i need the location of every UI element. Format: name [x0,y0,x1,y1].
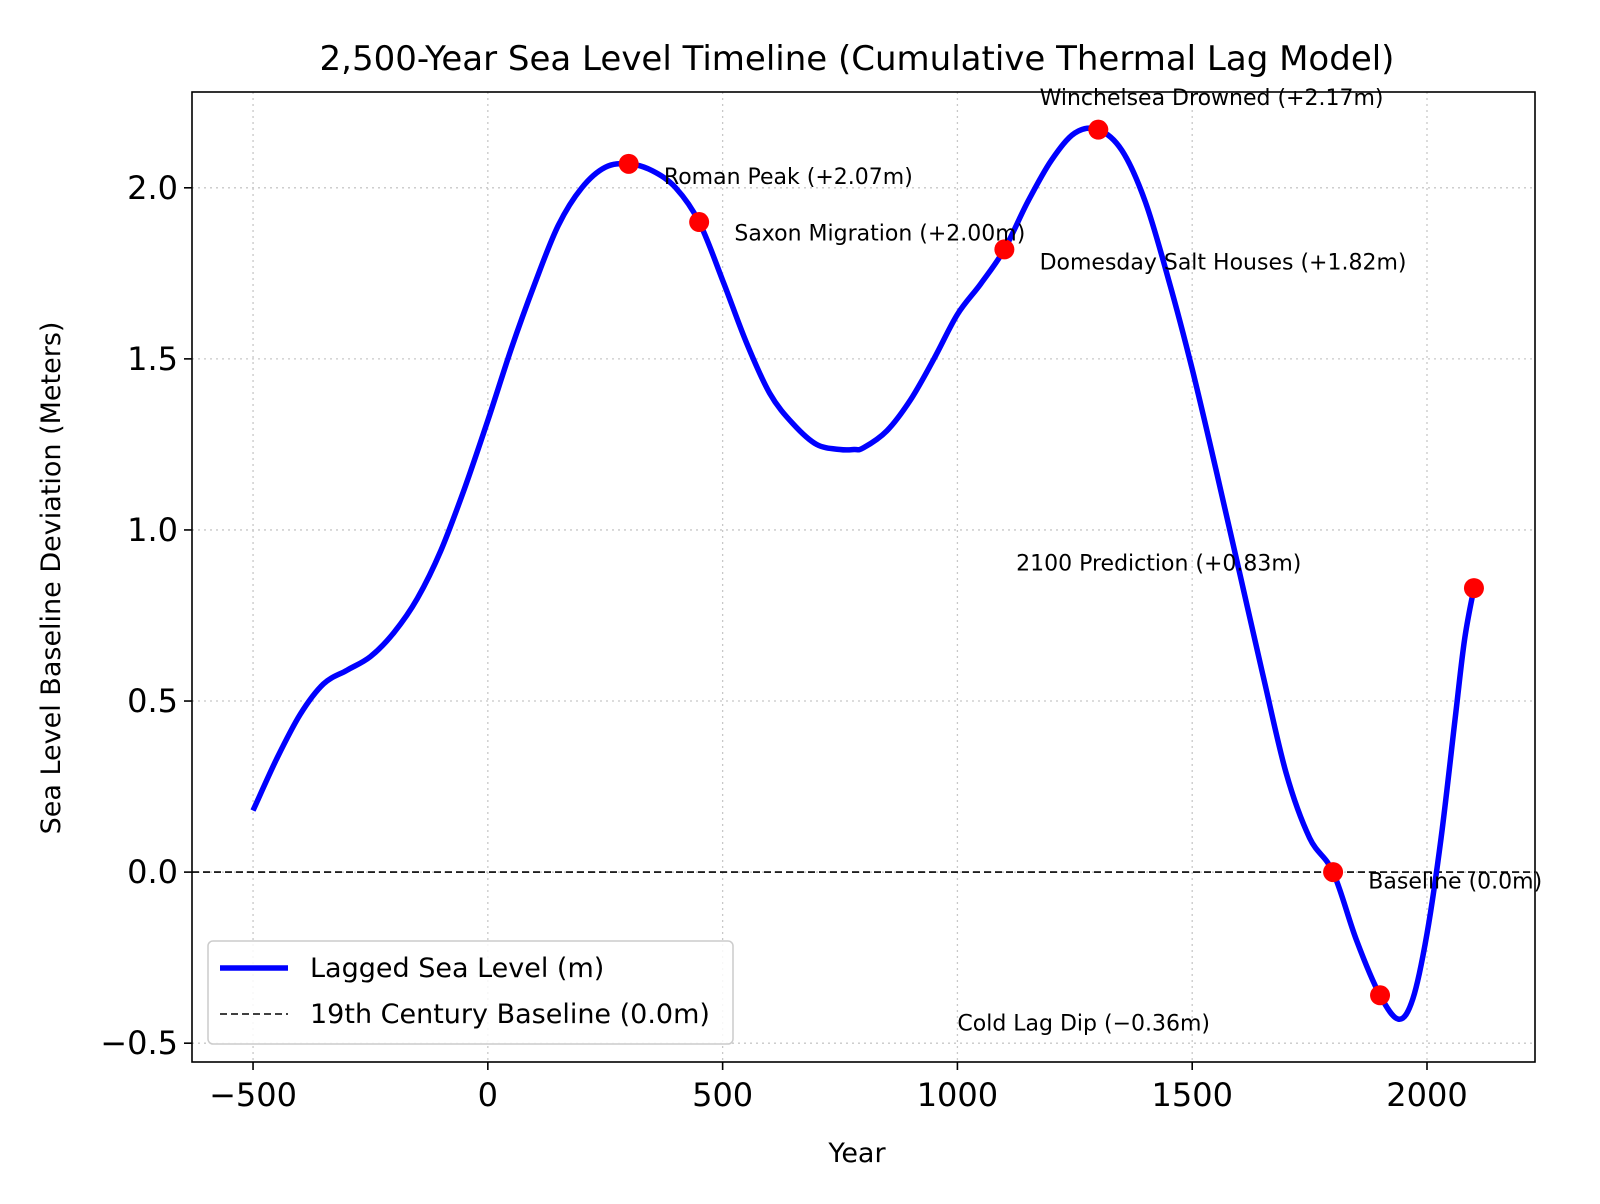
y-tick-label: 1.0 [127,511,178,549]
data-point-marker [994,239,1015,260]
y-tick-label: 0.0 [127,853,178,891]
data-point-marker [1463,578,1484,599]
x-tick-label: 1500 [1151,1076,1232,1114]
x-tick-label: 2000 [1386,1076,1467,1114]
annotation-layer: Roman Peak (+2.07m) Saxon Migration (+2.0… [664,86,1542,1037]
marker-layer [618,119,1484,1006]
y-tick-label: 0.5 [127,682,178,720]
x-tick-label: 1000 [917,1076,998,1114]
y-tick-label: 2.0 [127,169,178,207]
x-tick-label: 0 [478,1076,498,1114]
x-tick-label: −500 [209,1076,297,1114]
annotation-label: Baseline (0.0m) [1368,870,1542,895]
annotation-label: 2100 Prediction (+0.83m) [1016,551,1301,576]
data-point-marker [1370,985,1391,1006]
legend: Lagged Sea Level (m) 19th Century Baselin… [207,940,734,1045]
data-point-marker [689,212,710,233]
annotation-label: Cold Lag Dip (−0.36m) [957,1012,1210,1037]
axis-ticks: −500 0 500 1000 1500 2000 −0.5 0.0 0.5 1.0 1.5 2.0 [100,169,1467,1114]
annotation-label: Domesday Salt Houses (+1.82m) [1040,250,1407,275]
plot-frame [191,91,1536,1063]
legend-label-baseline: 19th Century Baseline (0.0m) [310,999,710,1030]
data-point-marker [1323,862,1344,883]
chart-title: 2,500-Year Sea Level Timeline (Cumulativ… [320,39,1395,79]
annotation-label: Saxon Migration (+2.00m) [734,221,1025,246]
x-tick-label: 500 [692,1076,753,1114]
annotation-label: Winchelsea Drowned (+2.17m) [1040,86,1384,111]
y-tick-label: −0.5 [100,1024,178,1062]
annotation-label: Roman Peak (+2.07m) [664,165,913,190]
y-axis-label: Sea Level Baseline Deviation (Meters) [36,322,67,835]
x-axis-label: Year [827,1138,886,1169]
data-point-marker [1088,119,1109,140]
y-tick-label: 1.5 [127,340,178,378]
legend-box [207,940,734,1045]
legend-label-lagged-sea-level: Lagged Sea Level (m) [310,953,604,984]
data-point-marker [618,153,639,174]
